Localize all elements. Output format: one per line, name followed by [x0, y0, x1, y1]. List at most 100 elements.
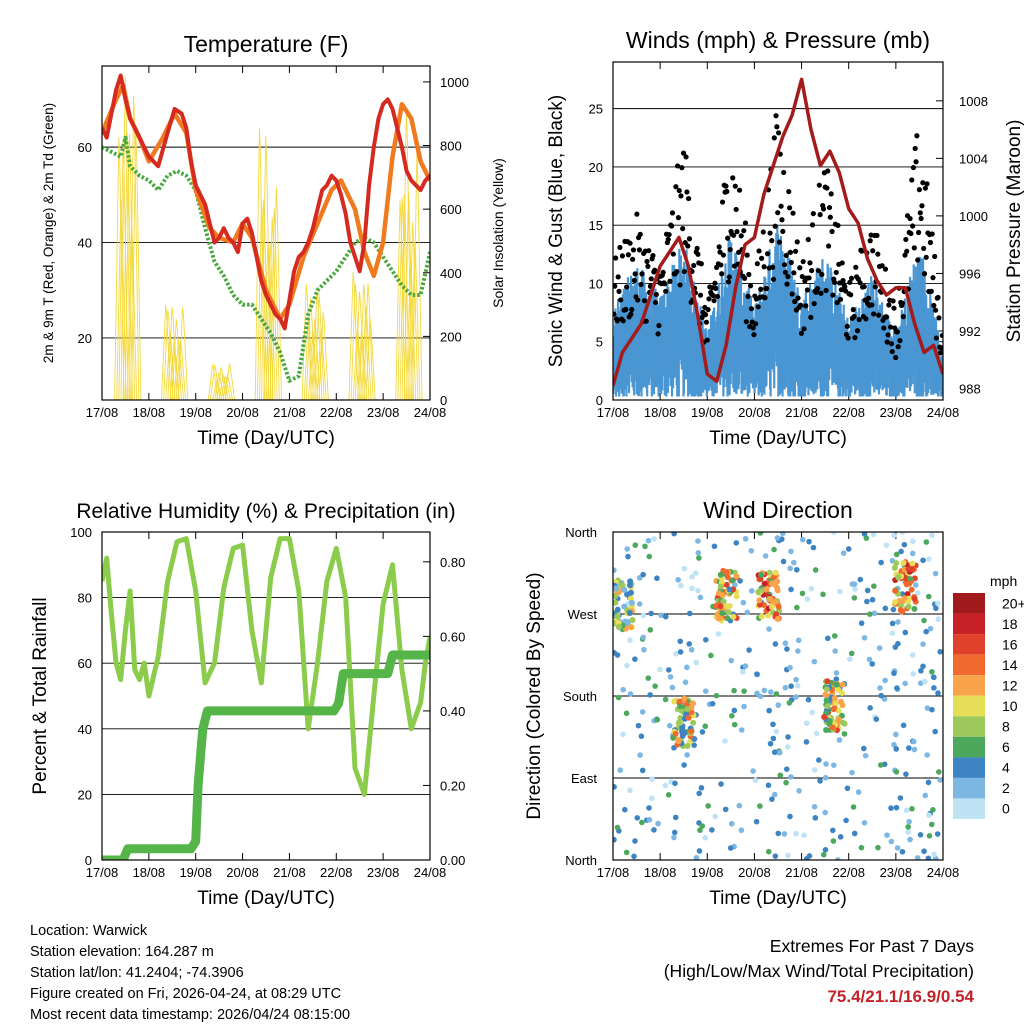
- direction-point: [639, 767, 646, 774]
- direction-point: [740, 599, 747, 606]
- direction-point: [711, 543, 718, 550]
- gust-point: [674, 269, 680, 275]
- direction-point: [629, 617, 636, 624]
- gust-point: [808, 314, 814, 320]
- direction-point: [788, 586, 794, 593]
- direction-point: [873, 716, 880, 723]
- direction-point: [645, 675, 652, 681]
- direction-point: [888, 838, 895, 845]
- gust-point: [870, 248, 876, 254]
- direction-point: [709, 700, 716, 707]
- direction-point: [822, 774, 829, 781]
- colorbar-label: 0: [1002, 801, 1010, 817]
- direction-point: [867, 611, 873, 617]
- colorbar-label: 2: [1002, 780, 1010, 796]
- direction-point: [909, 550, 916, 557]
- direction-point: [722, 806, 729, 813]
- gust-point: [776, 239, 783, 245]
- gust-point: [809, 267, 815, 274]
- direction-point: [837, 834, 844, 840]
- direction-point: [863, 535, 870, 541]
- gust-point: [733, 206, 739, 213]
- gust-point: [764, 251, 771, 257]
- colorbar-swatch: [953, 777, 985, 799]
- solar-spike: [220, 375, 231, 400]
- gust-point: [667, 278, 673, 284]
- gust-point: [623, 306, 629, 313]
- direction-point: [793, 676, 799, 683]
- direction-point: [767, 596, 774, 603]
- gust-point: [676, 187, 682, 194]
- direction-point: [717, 571, 724, 578]
- direction-point: [613, 650, 618, 656]
- direction-point: [810, 544, 817, 551]
- direction-point: [665, 667, 672, 673]
- direction-point: [649, 776, 655, 783]
- gust-point: [807, 260, 813, 266]
- direction-point: [782, 640, 789, 647]
- direction-point: [757, 601, 764, 608]
- gust-point: [867, 238, 873, 244]
- gust-point: [789, 291, 795, 297]
- direction-point: [624, 662, 630, 669]
- direction-point: [662, 782, 669, 789]
- direction-point: [905, 603, 912, 610]
- gust-point: [902, 252, 908, 258]
- gust-point: [645, 263, 651, 269]
- colorbar-swatch: [953, 736, 985, 758]
- gust-point: [893, 354, 899, 361]
- direction-point: [754, 671, 760, 677]
- y2-tick-label: 992: [959, 324, 981, 339]
- direction-point: [894, 845, 901, 851]
- direction-point: [696, 555, 702, 561]
- direction-point: [627, 787, 633, 794]
- direction-point: [702, 834, 709, 841]
- gust-point: [907, 215, 913, 222]
- gust-point: [726, 274, 732, 280]
- direction-point: [878, 559, 884, 566]
- solar-day-6: [395, 107, 423, 400]
- direction-point: [632, 656, 638, 662]
- x-tick-label: 24/08: [414, 405, 447, 420]
- gust-point: [706, 296, 712, 302]
- direction-point: [748, 548, 755, 554]
- direction-point: [922, 792, 929, 799]
- gust-point: [742, 275, 748, 281]
- direction-point: [892, 587, 899, 594]
- direction-point: [870, 532, 877, 538]
- direction-point: [765, 612, 772, 619]
- solar-spike: [258, 199, 270, 400]
- y-tick-label: 15: [589, 218, 603, 233]
- solar-day-5: [348, 271, 376, 400]
- gust-point: [825, 168, 831, 174]
- direction-point: [891, 532, 897, 539]
- colorbar-label: 10: [1002, 698, 1018, 714]
- series-2m-t: [102, 73, 430, 331]
- direction-point: [631, 853, 637, 860]
- direction-point: [614, 606, 621, 613]
- direction-point: [639, 709, 646, 715]
- direction-point: [894, 685, 900, 691]
- solar-spike: [114, 137, 125, 400]
- direction-point: [772, 641, 779, 647]
- gust-point: [863, 316, 869, 322]
- direction-point: [625, 553, 631, 560]
- colorbar-swatch: [953, 798, 985, 819]
- direction-point: [651, 536, 657, 542]
- gust-point: [628, 311, 634, 317]
- direction-point: [833, 699, 840, 706]
- gust-point: [662, 281, 668, 287]
- gust-point: [663, 288, 669, 294]
- direction-point: [928, 821, 935, 828]
- plot-frame: [612, 531, 944, 861]
- gust-point: [630, 256, 636, 262]
- direction-point: [637, 752, 643, 758]
- direction-point: [893, 804, 900, 811]
- direction-point: [895, 574, 902, 581]
- solar-day-2: [207, 363, 236, 400]
- y-tick-label: 0: [596, 393, 603, 408]
- direction-point: [646, 553, 653, 560]
- direction-point: [766, 626, 772, 632]
- direction-point: [864, 598, 870, 605]
